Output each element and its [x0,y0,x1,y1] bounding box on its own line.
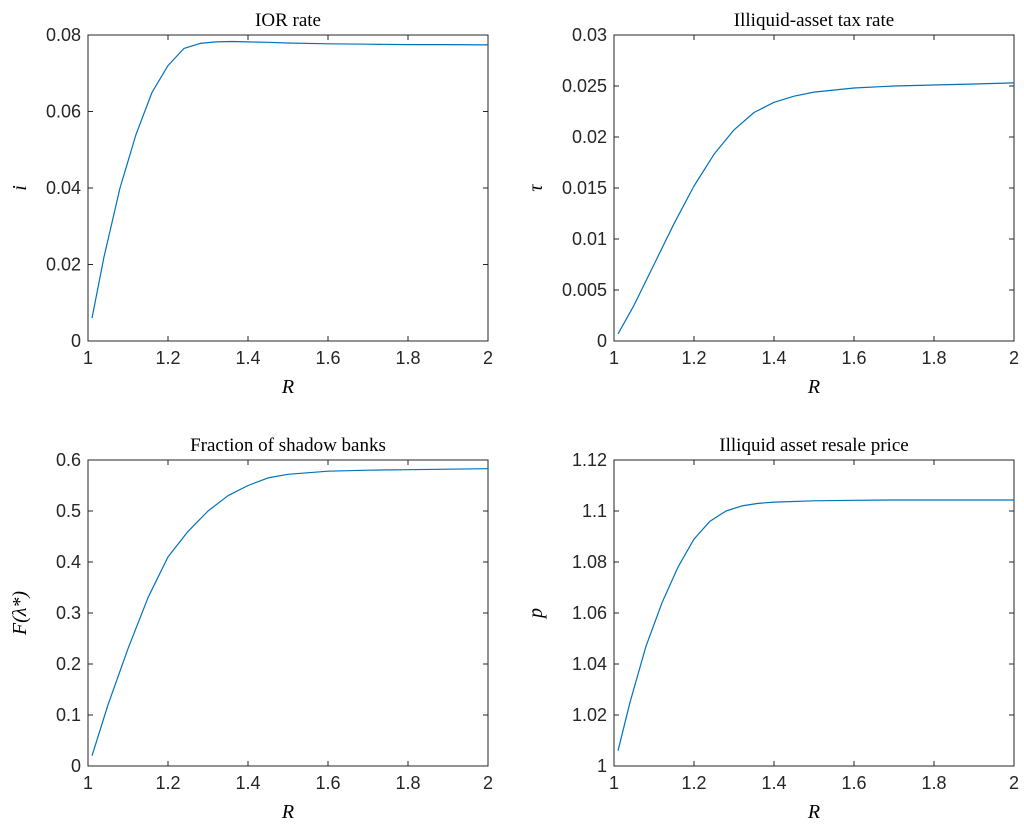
y-tick-label: 0.015 [562,178,607,198]
y-tick-label: 0.5 [56,501,81,521]
x-tick-label: 2 [1009,773,1019,793]
x-tick-label: 1.4 [761,773,786,793]
y-tick-label: 0.02 [572,127,607,147]
y-tick-label: 1.08 [572,552,607,572]
y-tick-label: 1.1 [582,501,607,521]
y-tick-label: 0.3 [56,603,81,623]
x-tick-label: 1.6 [315,348,340,368]
x-tick-label: 1.2 [155,773,180,793]
x-tick-label: 1.8 [921,773,946,793]
x-tick-label: 1.6 [841,348,866,368]
x-tick-label: 1 [83,348,93,368]
y-tick-label: 0 [71,756,81,776]
chart-title: Fraction of shadow banks [190,435,386,456]
y-axis-label: i [9,185,31,191]
x-tick-label: 1 [609,773,619,793]
y-tick-label: 1.02 [572,705,607,725]
x-tick-label: 1.8 [921,348,946,368]
y-tick-label: 0.01 [572,229,607,249]
x-axis-label: R [281,376,294,398]
y-tick-label: 0.06 [46,102,81,122]
x-tick-label: 1 [83,773,93,793]
x-tick-label: 2 [483,773,493,793]
y-tick-label: 0.08 [46,25,81,45]
x-axis-label: R [807,376,820,398]
x-tick-label: 1.4 [235,773,260,793]
y-tick-label: 0.03 [572,25,607,45]
x-tick-label: 1.4 [761,348,786,368]
x-tick-label: 1.4 [235,348,260,368]
x-tick-label: 1.6 [841,773,866,793]
axes-box [613,459,1015,767]
subplot-3: 1 1.2 1.4 1.6 1.8 2 0 0.1 0.2 0.3 0.4 0.5 0.6 Fractio… [9,435,493,823]
y-tick-label: 0 [597,331,607,351]
x-tick-label: 1.2 [681,348,706,368]
x-tick-label: 2 [483,348,493,368]
series-line-1 [91,40,489,319]
x-tick-label: 1.8 [395,348,420,368]
x-axis-label: R [807,801,820,823]
chart-title: Illiquid-asset tax rate [734,10,894,31]
y-tick-label: 0.02 [46,255,81,275]
subplot-1: 1 1.2 1.4 1.6 1.8 2 0 0.02 0.04 0.06 0.08 IOR rate R… [9,10,493,398]
y-tick-label: 0.2 [56,654,81,674]
x-tick-label: 2 [1009,348,1019,368]
y-tick-label: 0 [71,331,81,351]
x-tick-label: 1.6 [315,773,340,793]
chart-title: IOR rate [255,10,321,31]
x-tick-label: 1.2 [155,348,180,368]
y-axis-label: τ [525,184,547,192]
y-tick-label: 1.12 [572,450,607,470]
y-tick-label: 0.005 [562,280,607,300]
y-tick-label: 0.6 [56,450,81,470]
subplot-2: 1 1.2 1.4 1.6 1.8 2 0 0.005 0.01 0.015 0.02 0.025 0.… [525,10,1019,398]
y-tick-label: 1.06 [572,603,607,623]
axes-box [87,34,489,342]
x-tick-label: 1.8 [395,773,420,793]
series-line-1 [91,468,489,756]
y-tick-label: 0.04 [46,178,81,198]
series-line-1 [617,82,1015,335]
x-tick-label: 1 [609,348,619,368]
y-tick-label: 0.4 [56,552,81,572]
axes-box [613,34,1015,342]
y-tick-label: 0.1 [56,705,81,725]
chart-title: Illiquid asset resale price [719,435,908,456]
y-tick-label: 0.025 [562,76,607,96]
y-axis-label: p [525,608,547,620]
axes-box [87,459,489,767]
y-tick-label: 1 [597,756,607,776]
x-axis-label: R [281,801,294,823]
subplot-4: 1 1.2 1.4 1.6 1.8 2 1 1.02 1.04 1.06 1.08 1.1 1.12 Il… [525,435,1019,823]
series-line-1 [617,499,1014,751]
y-tick-label: 1.04 [572,654,607,674]
y-axis-label: F(λ*) [9,591,31,637]
x-tick-label: 1.2 [681,773,706,793]
